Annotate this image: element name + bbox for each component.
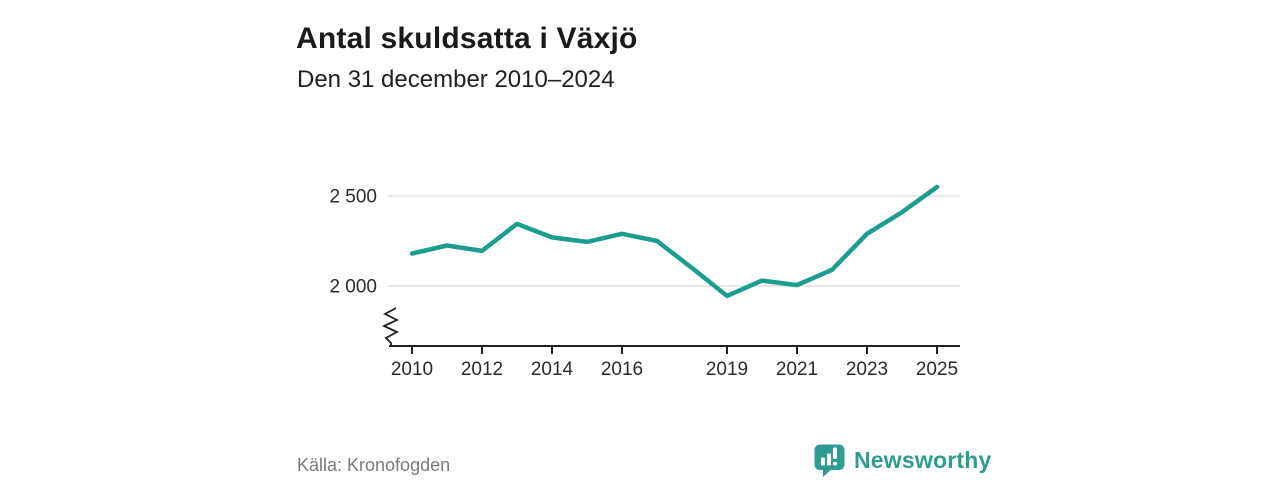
y-tick-label: 2 500 [329, 187, 377, 208]
x-tick-label: 2014 [531, 359, 574, 380]
x-tick-label: 2025 [916, 359, 958, 380]
x-tick-label: 2016 [601, 359, 643, 380]
source-label: Källa: Kronofogden [297, 455, 451, 475]
newsworthy-bubble-icon [814, 444, 845, 477]
y-tick-label: 2 000 [329, 277, 377, 298]
x-tick-label: 2019 [706, 359, 748, 380]
chart-subtitle: Den 31 december 2010–2024 [297, 66, 615, 93]
x-tick-label: 2010 [391, 359, 433, 380]
axis-break-icon [381, 307, 400, 346]
exclamation-stroke [833, 447, 837, 459]
newsworthy-logo: Newsworthy [813, 443, 991, 477]
mini-bar-1 [821, 457, 825, 465]
data-line [409, 184, 940, 299]
mini-bar-2 [827, 453, 831, 465]
brand-wordmark: Newsworthy [854, 446, 992, 473]
chart-title: Antal skuldsatta i Växjö [296, 22, 638, 56]
bubble-tail [823, 468, 832, 477]
x-tick-label: 2023 [846, 359, 888, 380]
x-tick-label: 2012 [461, 359, 503, 380]
exclamation-dot [833, 461, 837, 465]
x-tick-label: 2021 [776, 359, 818, 380]
